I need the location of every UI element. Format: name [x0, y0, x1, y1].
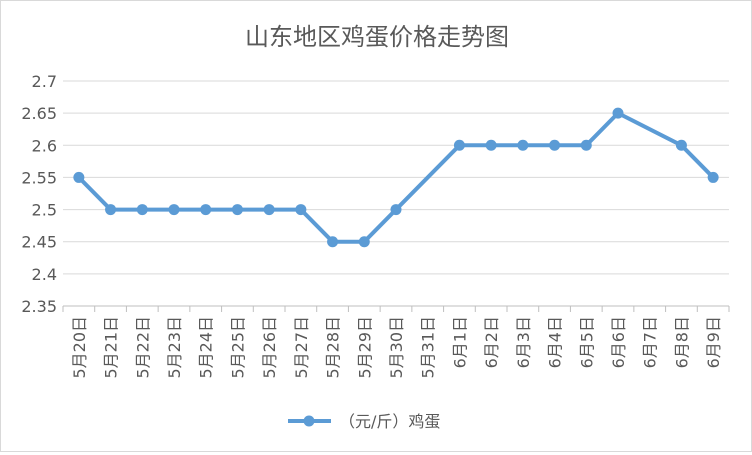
x-tick-label: 5月25日: [228, 316, 247, 379]
data-point: [200, 204, 212, 216]
chart-title: 山东地区鸡蛋价格走势图: [245, 23, 509, 51]
data-point: [517, 139, 529, 151]
y-tick-label: 2.45: [21, 233, 57, 252]
x-tick-label: 5月29日: [355, 316, 374, 379]
y-tick-label: 2.65: [21, 104, 57, 123]
gridlines: [63, 80, 729, 307]
x-tick-label: 6月8日: [672, 316, 691, 368]
data-point: [675, 139, 687, 151]
x-axis: 5月20日 5月21日 5月22日 5月23日 5月24日 5月25日 5月26日 5月27日…: [62, 305, 730, 379]
x-tick-label: 6月6日: [609, 316, 628, 368]
x-tick-label: 6月1日: [450, 316, 469, 368]
y-tick-label: 2.6: [32, 136, 57, 155]
data-point: [580, 139, 592, 151]
x-tick-label: 5月23日: [165, 316, 184, 379]
legend-label: （元/斤）鸡蛋: [339, 412, 440, 431]
x-tick-label: 5月30日: [387, 316, 406, 379]
data-point: [549, 139, 561, 151]
x-tick-label: 6月2日: [482, 316, 501, 368]
x-tick-label: 5月27日: [292, 316, 311, 379]
data-point: [485, 139, 497, 151]
x-tick-label: 5月26日: [260, 316, 279, 379]
data-point: [263, 204, 275, 216]
x-tick-label: 5月22日: [133, 316, 152, 379]
x-tick-label: 5月20日: [70, 316, 89, 379]
data-point: [390, 204, 402, 216]
data-point: [105, 204, 117, 216]
data-point: [707, 171, 719, 183]
series-layer: [73, 107, 719, 248]
data-point: [231, 204, 243, 216]
data-point: [295, 204, 307, 216]
x-tick-label: 5月28日: [324, 316, 343, 379]
x-tick-label: 6月9日: [704, 316, 723, 368]
data-point: [453, 139, 465, 151]
legend: （元/斤）鸡蛋: [288, 412, 440, 431]
data-point: [136, 204, 148, 216]
x-tick-label: 6月3日: [514, 316, 533, 368]
y-axis-ticks: 2.7 2.65 2.6 2.55 2.5 2.45 2.4 2.35: [21, 72, 57, 316]
y-tick-label: 2.5: [32, 201, 57, 220]
data-point: [327, 236, 339, 248]
x-tick-label: 6月5日: [577, 316, 596, 368]
x-tick-label: 6月7日: [641, 316, 660, 368]
legend-marker-swatch: [303, 415, 315, 427]
data-point: [358, 236, 370, 248]
y-tick-label: 2.4: [32, 265, 57, 284]
x-tick-label: 6月4日: [546, 316, 565, 368]
y-tick-label: 2.35: [21, 297, 57, 316]
data-point: [612, 107, 624, 119]
y-tick-label: 2.7: [32, 72, 57, 91]
y-tick-label: 2.55: [21, 168, 57, 187]
x-tick-label: 5月24日: [197, 316, 216, 379]
data-point: [168, 204, 180, 216]
x-tick-label: 5月31日: [419, 316, 438, 379]
data-point: [73, 171, 85, 183]
x-tick-label: 5月21日: [102, 316, 121, 379]
